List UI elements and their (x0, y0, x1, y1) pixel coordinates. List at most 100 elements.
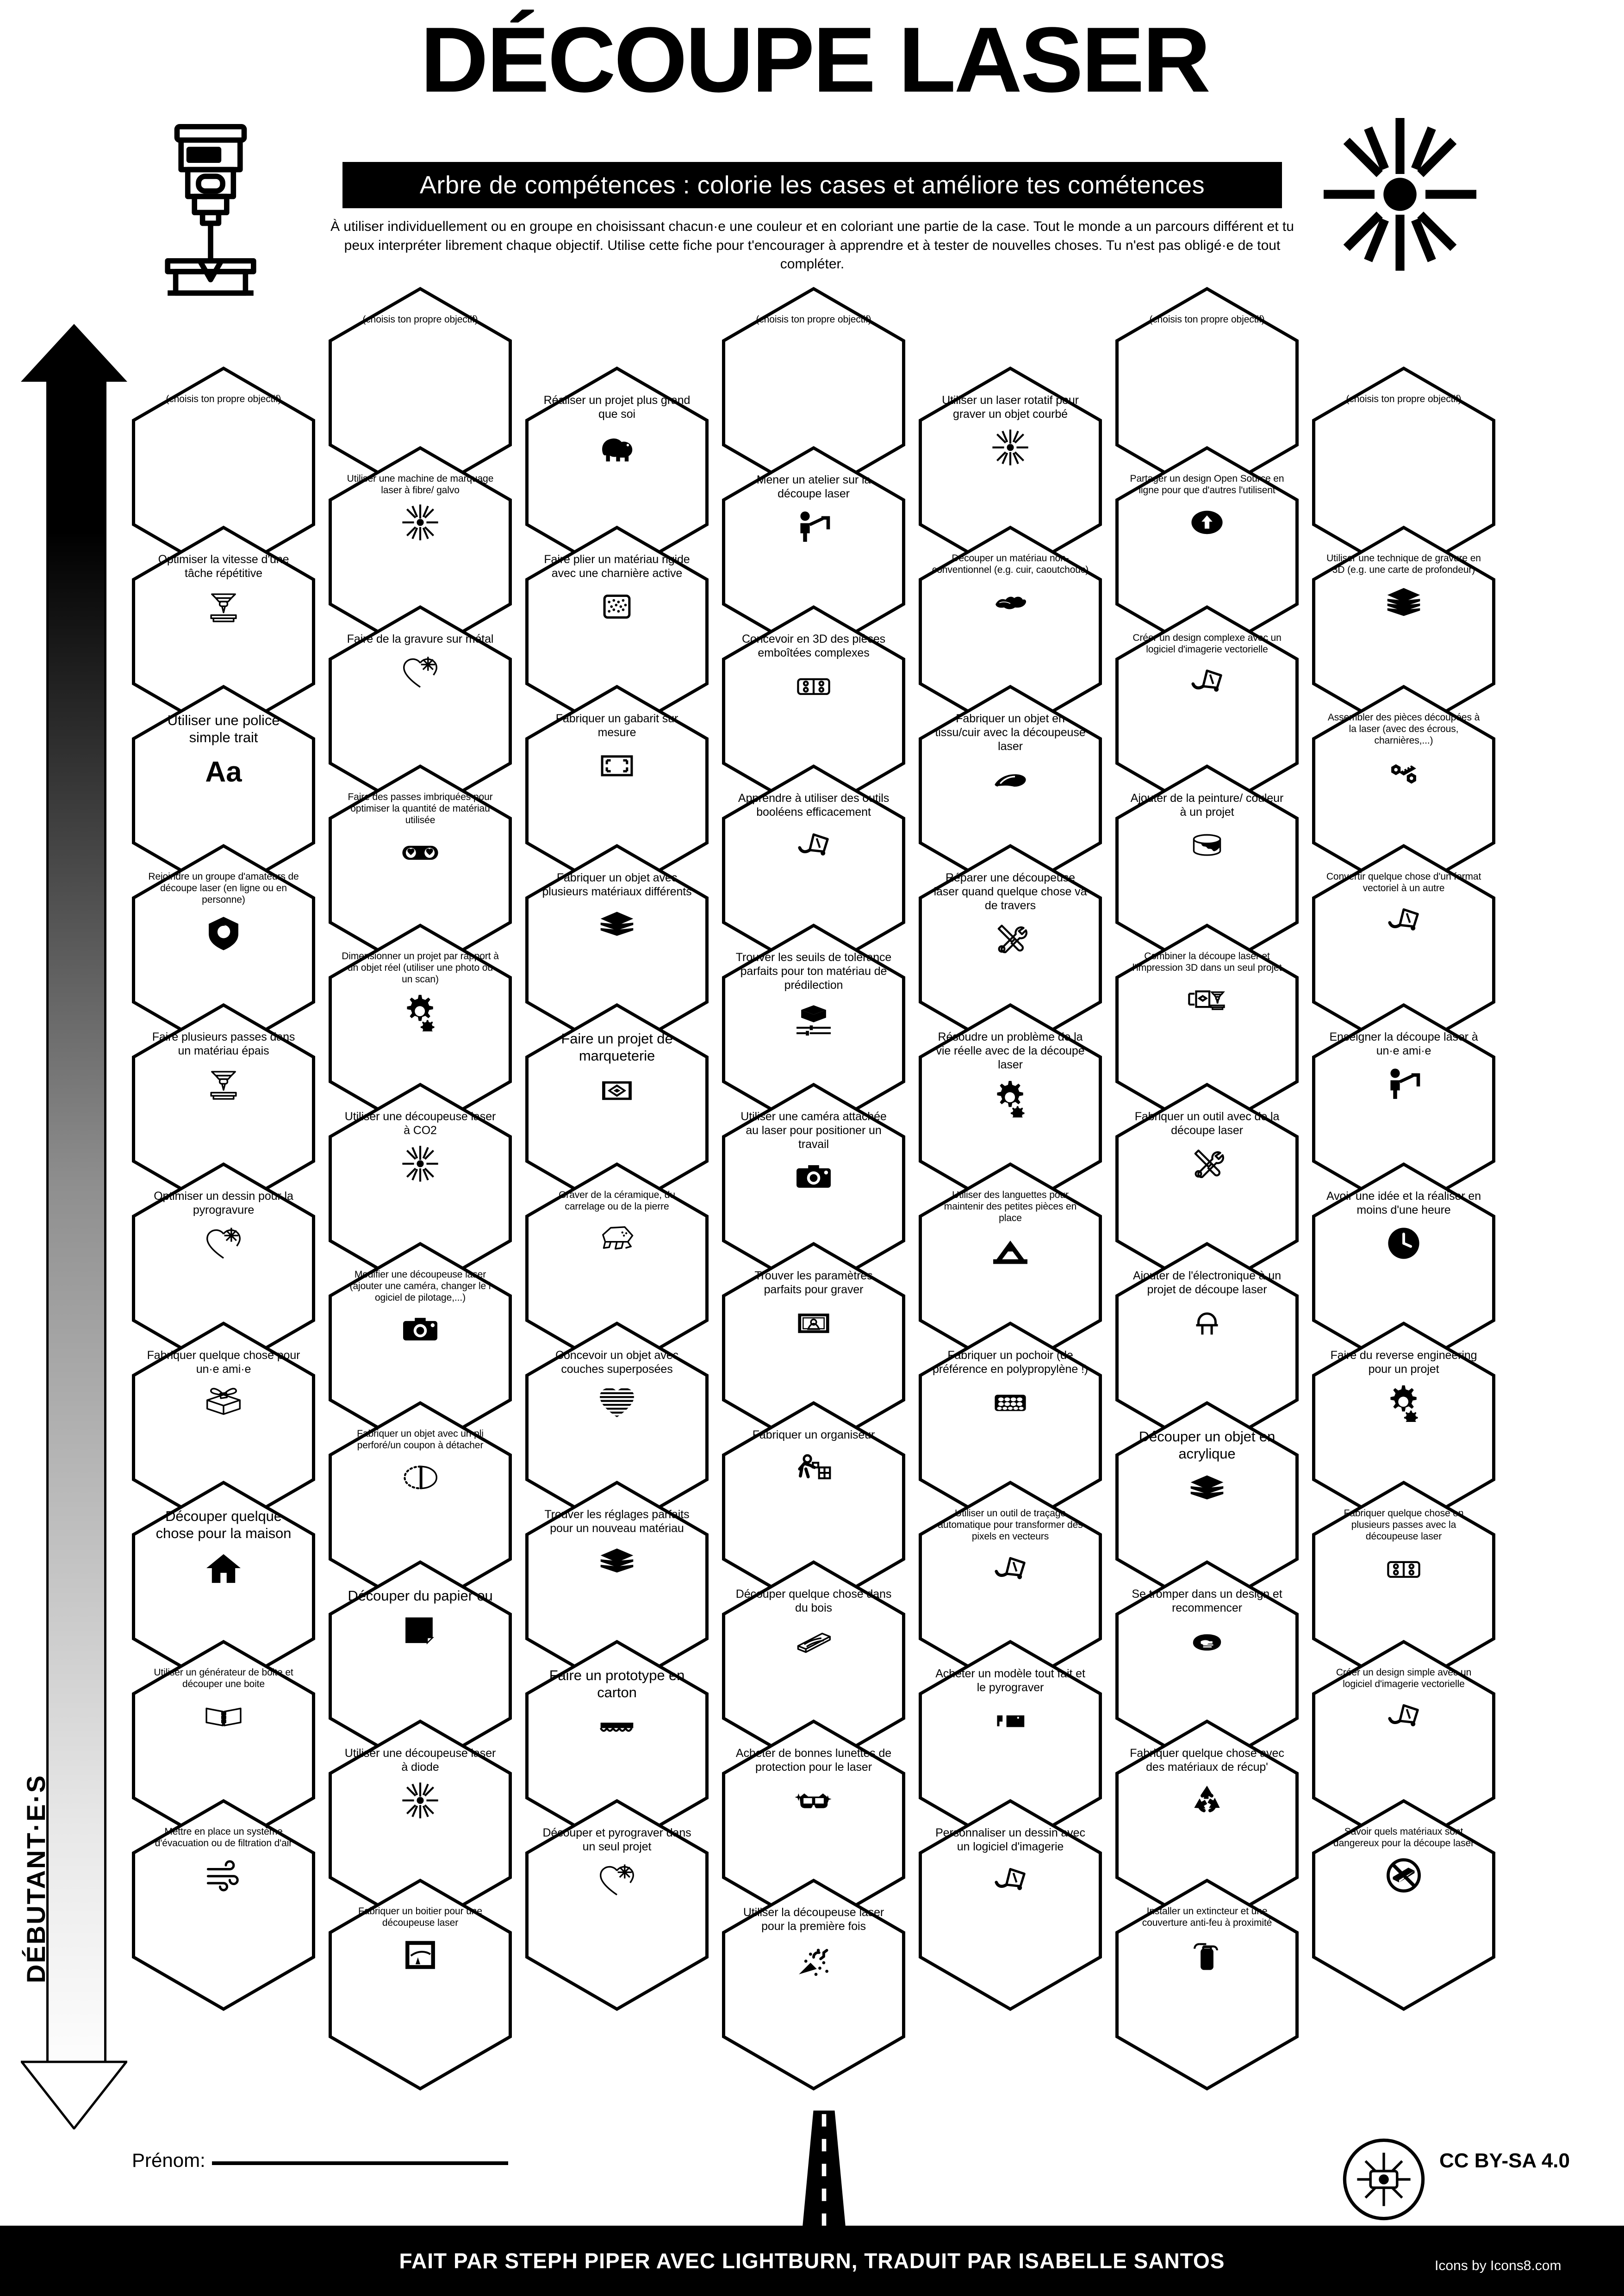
skill-hex-cell[interactable]: Créer un design simple avec un logiciel … (1312, 1640, 1495, 1852)
safety-glasses-icon (735, 1781, 892, 1820)
skill-label: Utiliser une technique de gravure en 3D … (1326, 553, 1481, 576)
hex-content: Trouver les réglages parfaits pour un no… (538, 1508, 696, 1679)
hex-content: Utiliser un laser rotatif pour graver un… (932, 393, 1089, 565)
gears-icon (1325, 1383, 1482, 1422)
skill-hex-cell[interactable]: Installer un extincteur et une couvertur… (1115, 1879, 1299, 2091)
skill-label: Découper un objet en acrylique (1139, 1428, 1276, 1462)
skill-hex-cell[interactable]: Faire du reverse engineering pour un pro… (1312, 1322, 1495, 1533)
skill-hex-cell[interactable]: Savoir quels matériaux sont dangereux po… (1312, 1799, 1495, 2011)
hex-content: (choisis ton propre objectif) (1128, 314, 1286, 485)
hex-content: Faire un projet de marqueterie (538, 1030, 696, 1201)
hex-content: (choisis ton propre objectif) (342, 314, 499, 485)
wood-planks-icon (735, 1621, 892, 1661)
pen-tool-icon (1325, 900, 1482, 940)
skill-label: Utiliser un outil de traçage automatique… (938, 1508, 1083, 1542)
skill-hex-cell[interactable]: Fabriquer un boitier pour une découpeuse… (329, 1879, 512, 2091)
skill-label: Enseigner la découpe laser à un·e ami·e (1329, 1030, 1478, 1057)
hex-content: Fabriquer un objet avec un pli perforé/u… (342, 1428, 499, 1599)
skill-hex-cell[interactable]: Optimiser un dessin pour la pyrogravure (132, 1162, 315, 1374)
no-material-icon (1325, 1855, 1482, 1895)
striped-heart-icon (538, 1383, 696, 1422)
gears-icon (342, 992, 499, 1032)
skill-label: Acheter un modèle tout fait et le pyrogr… (935, 1667, 1085, 1694)
hex-content: Fabriquer un pochoir (de préférence en p… (932, 1348, 1089, 1520)
leather-icon (932, 582, 1089, 622)
hex-content: Fabriquer quelque chose pour un·e ami·e (145, 1348, 302, 1520)
skill-label: Rejoindre un groupe d'amateurs de découp… (148, 871, 299, 906)
teacher-icon (1325, 1064, 1482, 1104)
skill-hex-cell[interactable]: Utiliser un outil de traçage automatique… (919, 1481, 1102, 1693)
domino-icon (1325, 1549, 1482, 1589)
hex-content: Enseigner la découpe laser à un·e ami·e (1325, 1030, 1482, 1201)
hex-content: Acheter de bonnes lunettes de protection… (735, 1746, 892, 1917)
hex-content: Apprendre à utiliser des outils booléens… (735, 791, 892, 962)
depth-layers-icon (1325, 582, 1482, 622)
skill-hex-cell[interactable]: Fabriquer un objet avec plusieurs matéri… (525, 844, 709, 1056)
skill-label: Personnaliser un dessin avec un logiciel… (935, 1826, 1085, 1853)
marquetry-icon (538, 1071, 696, 1111)
subtitle-bar (342, 162, 1282, 208)
skill-hex-cell[interactable]: Utiliser une caméra attachée au laser po… (722, 1083, 905, 1295)
skill-hex-cell[interactable]: (choisis ton propre objectif) (132, 366, 315, 578)
tools-icon (932, 919, 1089, 959)
hex-content: Découper quelque chose pour la maison (145, 1508, 302, 1679)
skill-hex-cell[interactable]: Faire un prototype en carton (525, 1640, 709, 1852)
teacher-icon (735, 507, 892, 547)
hex-content: Mener un atelier sur la découpe laser (735, 473, 892, 644)
axis-gradient-shaft (46, 379, 106, 2064)
skill-hex-cell[interactable]: Trouver les paramètres parfaits pour gra… (722, 1242, 905, 1454)
skill-label: Utiliser une caméra attachée au laser po… (740, 1110, 887, 1151)
page-title: DÉCOUPE LASER (420, 8, 1211, 112)
skill-label: Résoudre un problème de la vie réelle av… (936, 1030, 1085, 1071)
skill-label: Créer un design complexe avec un logicie… (1132, 633, 1282, 655)
skill-label: Utiliser des languettes pour maintenir d… (944, 1190, 1077, 1224)
skill-label: Apprendre à utiliser des outils booléens… (738, 792, 890, 819)
name-field-label: Prénom: (132, 2149, 205, 2171)
hex-content: Mettre en place un système d'évacuation … (145, 1826, 302, 1997)
skill-label: Faire du reverse engineering pour un pro… (1330, 1349, 1477, 1376)
hex-content: Utiliser une caméra attachée au laser po… (735, 1110, 892, 1281)
skill-hex-cell[interactable]: Utiliser la découpeuse laser pour la pre… (722, 1879, 905, 2091)
skill-hex-cell[interactable]: Découper quelque chose dans du bois (722, 1560, 905, 1772)
skill-label: (choisis ton propre objectif) (166, 394, 281, 404)
skill-label: Ajouter de l'électronique à un projet de… (1132, 1269, 1282, 1296)
laser-burst-icon (1324, 118, 1476, 271)
name-input-line[interactable] (212, 2159, 508, 2165)
pen-tool-icon (932, 1860, 1089, 1900)
skill-hex-cell[interactable]: Personnaliser un dessin avec un logiciel… (919, 1799, 1102, 2011)
skill-hex-cell[interactable]: Assembler des pièces découpées à la lase… (1312, 685, 1495, 897)
skill-hex-cell[interactable]: Réaliser un projet plus grand que soi (525, 366, 709, 578)
skill-hex-cell[interactable]: Mettre en place un système d'évacuation … (132, 1799, 315, 2011)
skill-hex-cell[interactable]: Découper un matériau non-conventionnel (… (919, 526, 1102, 738)
laser-printer-icon (165, 124, 256, 296)
skill-hex-cell[interactable]: Enseigner la découpe laser à un·e ami·e (1312, 1003, 1495, 1215)
skill-hex-cell[interactable]: Dimensionner un projet par rapport à un … (329, 924, 512, 1136)
hex-content: Créer un design simple avec un logiciel … (1325, 1667, 1482, 1838)
hex-content: Utiliser la découpeuse laser pour la pre… (735, 1905, 892, 2077)
perforated-fold-icon (342, 1458, 499, 1497)
hex-content: Faire plusieurs passes dans un matériau … (145, 1030, 302, 1201)
skill-label: Optimiser un dessin pour la pyrogravure (154, 1190, 293, 1216)
laser-burst-icon (342, 1144, 499, 1184)
hex-content: Utiliser une machine de marquage laser à… (342, 473, 499, 644)
skill-label: Graver de la céramique, du carrelage ou … (559, 1190, 675, 1212)
pen-tool-icon (1325, 1696, 1482, 1736)
enclosure-icon (342, 1935, 499, 1975)
name-field-row: Prénom: (132, 2149, 508, 2172)
hex-content: Utiliser un outil de traçage automatique… (932, 1508, 1089, 1679)
skill-label: Trouver les seuils de tolérance parfaits… (735, 951, 892, 992)
hex-content: Fabriquer un gabarit sur mesure (538, 712, 696, 883)
skill-label: Utiliser une découpeuse laser à diode (344, 1747, 496, 1774)
skill-hex-cell[interactable]: Découper et pyrograver dans un seul proj… (525, 1799, 709, 2011)
skill-hex-cell[interactable]: Acheter de bonnes lunettes de protection… (722, 1719, 905, 1931)
skill-label: Mettre en place un système d'évacuation … (155, 1826, 292, 1849)
skill-hex-cell[interactable]: Créer un design complexe avec un logicie… (1115, 605, 1299, 817)
skill-hex-cell[interactable]: Utiliser une police simple trait Aa (132, 685, 315, 897)
skill-label: Faire un projet de marqueterie (561, 1030, 673, 1064)
skill-label: Se tromper dans un design et recommencer (1132, 1588, 1282, 1614)
skill-label: Fabriquer un boitier pour une découpeuse… (358, 1906, 482, 1929)
skill-label: Installer un extincteur et une couvertur… (1142, 1906, 1272, 1929)
hex-content: Faire des passes imbriquées pour optimis… (342, 791, 499, 962)
hex-content: Découper quelque chose dans du bois (735, 1587, 892, 1758)
skill-label: Utiliser une police simple trait (167, 712, 280, 746)
